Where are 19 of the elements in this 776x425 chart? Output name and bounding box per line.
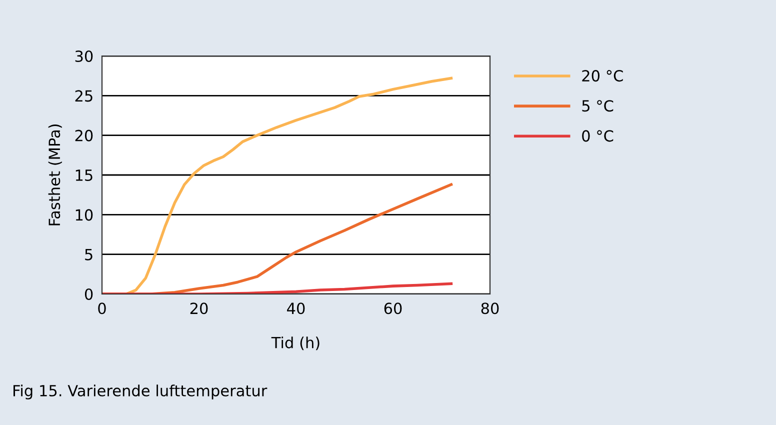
y-tick-label: 20 (75, 130, 93, 142)
x-tick-label: 0 (98, 302, 106, 314)
y-tick-label: 25 (75, 90, 92, 102)
legend-label: 20 °C (582, 70, 623, 82)
x-tick-label: 60 (384, 302, 402, 314)
x-tick-label: 20 (190, 302, 208, 314)
legend-label: 0 °C (582, 130, 614, 142)
y-tick-label: 0 (84, 288, 93, 300)
caption: Fig 15. Varierende lufttemperatur (14, 384, 268, 400)
y-tick-label: 10 (76, 209, 93, 221)
line-series (102, 282, 453, 294)
x-axis-title: Tid (h) (271, 336, 320, 350)
y-axis-title: Fasthet (MPa) (48, 124, 62, 226)
legend-label: 5 °C (582, 100, 614, 112)
y-tick-label: 5 (85, 249, 92, 260)
y-tick-label: 15 (76, 170, 92, 182)
x-tick-label: 40 (287, 302, 305, 314)
x-tick-label: 80 (481, 302, 499, 314)
y-tick-label: 30 (75, 50, 93, 62)
